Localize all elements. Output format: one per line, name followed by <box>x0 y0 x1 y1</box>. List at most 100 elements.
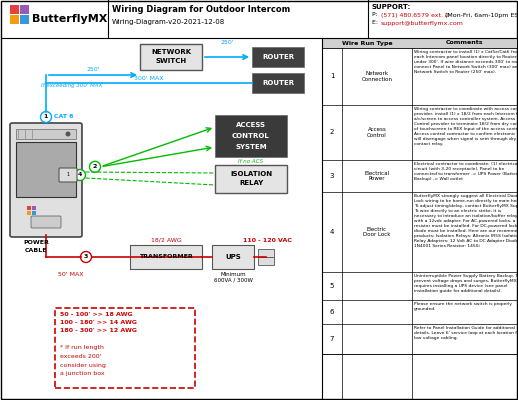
FancyBboxPatch shape <box>130 245 202 269</box>
Text: (Mon-Fri, 6am-10pm EST): (Mon-Fri, 6am-10pm EST) <box>443 12 518 18</box>
Text: 250': 250' <box>220 40 234 45</box>
Text: ISOLATION: ISOLATION <box>230 171 272 177</box>
Bar <box>20 15 29 24</box>
Text: provider, install (1) x 18/2 from each Intercom to: provider, install (1) x 18/2 from each I… <box>414 112 518 116</box>
Text: Electrical
Power: Electrical Power <box>365 170 390 182</box>
Text: 4: 4 <box>78 172 82 178</box>
FancyBboxPatch shape <box>10 123 82 237</box>
Text: If exceeding 300' MAX: If exceeding 300' MAX <box>41 82 103 88</box>
Circle shape <box>40 112 51 122</box>
Text: connect Panel to Network Switch (300' max) and: connect Panel to Network Switch (300' ma… <box>414 65 518 69</box>
Bar <box>322 38 517 48</box>
Text: 1N4001 Series Resistor: 1450i: 1N4001 Series Resistor: 1450i <box>414 244 480 248</box>
Circle shape <box>75 170 85 180</box>
Text: 4: 4 <box>330 229 334 235</box>
Text: Electrical contractor to coordinate: (1) electrical: Electrical contractor to coordinate: (1)… <box>414 162 518 166</box>
Text: Electric
Door Lock: Electric Door Lock <box>363 226 391 238</box>
Text: 6: 6 <box>330 309 334 315</box>
Text: exceeds 200': exceeds 200' <box>60 354 102 359</box>
Text: requires installing a UPS device (see panel: requires installing a UPS device (see pa… <box>414 284 508 288</box>
Text: 3: 3 <box>84 254 88 260</box>
FancyBboxPatch shape <box>212 245 254 269</box>
Text: 5: 5 <box>330 283 334 289</box>
Bar <box>10 15 19 24</box>
Text: CABLE: CABLE <box>25 248 47 254</box>
Text: 2: 2 <box>93 164 97 169</box>
Text: E:: E: <box>372 20 380 26</box>
Text: Network
Connection: Network Connection <box>362 71 393 82</box>
Circle shape <box>80 252 92 262</box>
Text: * If run length: * If run length <box>60 346 104 350</box>
Text: each Intercom panel location directly to Router if: each Intercom panel location directly to… <box>414 55 518 59</box>
FancyBboxPatch shape <box>215 165 287 193</box>
Text: diode must be installed. Here are our recommended: diode must be installed. Here are our re… <box>414 229 518 233</box>
Text: 50' MAX: 50' MAX <box>58 272 84 277</box>
FancyBboxPatch shape <box>16 142 76 197</box>
Text: SYSTEM: SYSTEM <box>235 144 267 150</box>
Text: SUPPORT:: SUPPORT: <box>372 4 411 10</box>
Text: 18/2 AWG: 18/2 AWG <box>151 237 181 242</box>
FancyBboxPatch shape <box>31 216 61 228</box>
Text: 7: 7 <box>330 336 334 342</box>
Text: Lock wiring to be home-run directly to main headend.: Lock wiring to be home-run directly to m… <box>414 199 518 203</box>
FancyBboxPatch shape <box>140 44 202 70</box>
Text: a/c/screen to access controller system. Access: a/c/screen to access controller system. … <box>414 117 515 121</box>
Text: support@butterflymx.com: support@butterflymx.com <box>381 20 464 26</box>
FancyBboxPatch shape <box>252 47 304 67</box>
Text: products: Isolation Relays: Altronix IR5S Isolation: products: Isolation Relays: Altronix IR5… <box>414 234 518 238</box>
FancyBboxPatch shape <box>252 73 304 93</box>
Text: ROUTER: ROUTER <box>262 80 294 86</box>
Text: 600VA / 300W: 600VA / 300W <box>213 278 252 283</box>
Text: NETWORK: NETWORK <box>151 49 191 55</box>
Text: 1: 1 <box>44 114 48 120</box>
FancyBboxPatch shape <box>215 115 287 157</box>
Text: Refer to Panel Installation Guide for additional: Refer to Panel Installation Guide for ad… <box>414 326 515 330</box>
Text: 110 - 120 VAC: 110 - 120 VAC <box>242 238 292 244</box>
Text: low voltage cabling.: low voltage cabling. <box>414 336 458 340</box>
Text: P:: P: <box>372 12 380 18</box>
Text: Uninterruptible Power Supply Battery Backup. To: Uninterruptible Power Supply Battery Bac… <box>414 274 518 278</box>
Text: Comments: Comments <box>446 40 483 46</box>
Text: details. Leave 6' service loop at each location for: details. Leave 6' service loop at each l… <box>414 331 518 335</box>
Text: Minimum: Minimum <box>220 272 246 277</box>
Bar <box>32 206 36 210</box>
Circle shape <box>65 132 70 136</box>
FancyBboxPatch shape <box>258 257 274 265</box>
Bar <box>20 5 29 14</box>
Text: connected to transformer -> UPS Power (Battery: connected to transformer -> UPS Power (B… <box>414 172 518 176</box>
Bar <box>16 129 76 139</box>
Text: TRANSFORMER: TRANSFORMER <box>139 254 193 260</box>
Text: ButterflyMX strongly suggest all Electrical Door: ButterflyMX strongly suggest all Electri… <box>414 194 517 198</box>
Text: Backup) -> Wall outlet: Backup) -> Wall outlet <box>414 177 463 181</box>
Text: If no ACS: If no ACS <box>238 159 264 164</box>
Text: Network Switch to Router (250' max).: Network Switch to Router (250' max). <box>414 70 496 74</box>
Text: will disengage when signal is sent through dry: will disengage when signal is sent throu… <box>414 137 516 141</box>
Text: resistor must be installed. For DC-powered locks, a: resistor must be installed. For DC-power… <box>414 224 518 228</box>
Text: Wiring-Diagram-v20-2021-12-08: Wiring-Diagram-v20-2021-12-08 <box>112 19 225 25</box>
Text: Please ensure the network switch is properly: Please ensure the network switch is prop… <box>414 302 512 306</box>
Text: (571) 480.6579 ext. 2: (571) 480.6579 ext. 2 <box>381 12 449 18</box>
Text: circuit (with 3-20 receptacle). Panel to be: circuit (with 3-20 receptacle). Panel to… <box>414 167 504 171</box>
Text: Wiring Diagram for Outdoor Intercom: Wiring Diagram for Outdoor Intercom <box>112 4 290 14</box>
Text: a junction box: a junction box <box>60 371 105 376</box>
Text: RELAY: RELAY <box>239 180 263 186</box>
FancyBboxPatch shape <box>59 168 77 182</box>
Text: 1: 1 <box>330 74 334 80</box>
Text: UPS: UPS <box>225 254 241 260</box>
Text: under 300'. If wire distance exceeds 300' to router,: under 300'. If wire distance exceeds 300… <box>414 60 518 64</box>
Text: prevent voltage drops and surges, ButterflyMX: prevent voltage drops and surges, Butter… <box>414 279 516 283</box>
FancyBboxPatch shape <box>55 308 195 388</box>
Text: 50 - 100' >> 18 AWG: 50 - 100' >> 18 AWG <box>60 312 133 316</box>
Text: installation guide for additional details).: installation guide for additional detail… <box>414 289 502 293</box>
Text: ButterflyMX: ButterflyMX <box>32 14 107 24</box>
Text: Access control contractor to confirm electronic lock: Access control contractor to confirm ele… <box>414 132 518 136</box>
Text: SWITCH: SWITCH <box>155 58 186 64</box>
Bar <box>10 5 19 14</box>
Text: 300' MAX: 300' MAX <box>134 76 164 81</box>
Text: necessary to introduce an isolation/buffer relay: necessary to introduce an isolation/buff… <box>414 214 517 218</box>
Text: ROUTER: ROUTER <box>262 54 294 60</box>
Text: Control provider to terminate 18/2 from dry contact: Control provider to terminate 18/2 from … <box>414 122 518 126</box>
Text: 180 - 300' >> 12 AWG: 180 - 300' >> 12 AWG <box>60 328 137 334</box>
Bar <box>32 211 36 215</box>
Text: Wiring contractor to install (1) x Cat5e/Cat6 from: Wiring contractor to install (1) x Cat5e… <box>414 50 518 54</box>
